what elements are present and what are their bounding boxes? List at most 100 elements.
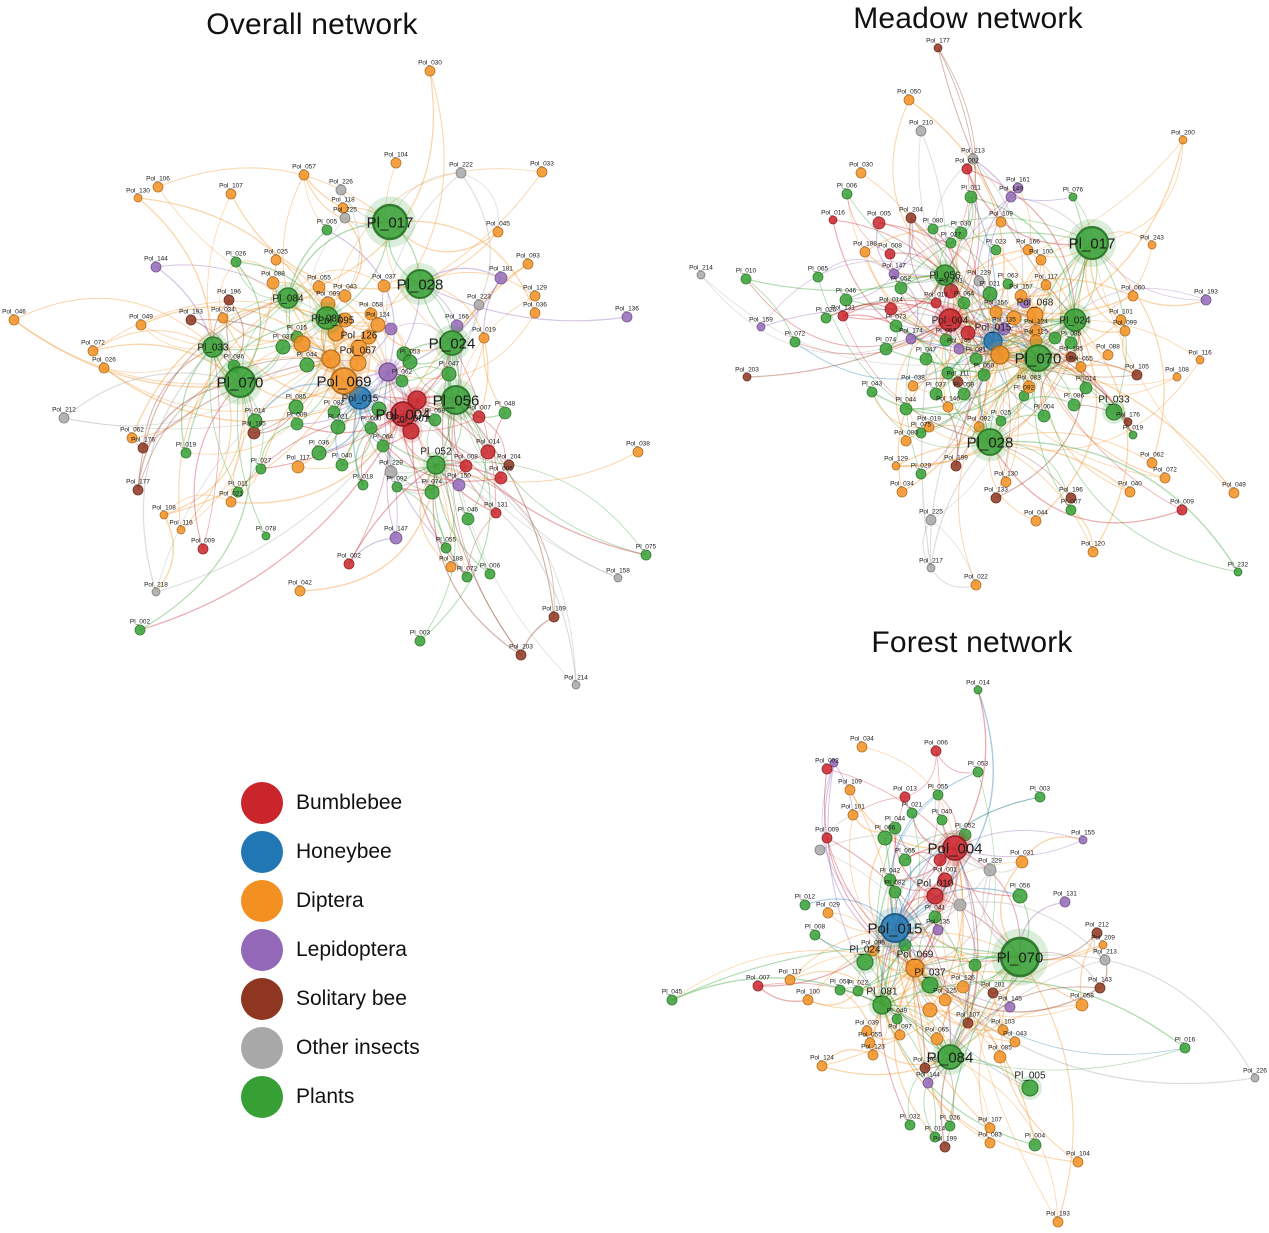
node-label: Pol_131 [831, 305, 855, 312]
network-edge [419, 283, 628, 322]
network-node [492, 226, 504, 238]
node-label: Pol_124 [810, 1055, 834, 1062]
network-node [1128, 430, 1138, 440]
node-label: Pol_120 [1081, 541, 1105, 548]
node-label: Pl_055 [928, 784, 949, 791]
node-label: Pol_243 [1140, 235, 1164, 242]
network-node [915, 427, 927, 439]
network-node [294, 585, 306, 597]
network-node [1115, 314, 1127, 326]
network-node [1200, 294, 1212, 306]
network-edge [789, 954, 916, 981]
node-label: Pl_006 [480, 563, 501, 570]
network-node [784, 974, 796, 986]
node-label: Pol_174 [899, 328, 923, 335]
node-label: Pol_050 [897, 89, 921, 96]
network-node [666, 994, 678, 1006]
network-edge [419, 464, 456, 642]
network-edge [894, 927, 1083, 1018]
network-edge [914, 967, 1001, 1058]
node-label: Pol_155 [1071, 830, 1095, 837]
network-edge [880, 796, 1041, 1006]
node-label: Pol_209 [1091, 935, 1115, 942]
network-node [953, 898, 967, 912]
network-node [820, 312, 832, 324]
network-node [378, 362, 398, 382]
node-label: Pol_104 [1066, 1151, 1090, 1158]
network-edge [287, 269, 385, 299]
node-label: Pol_185 [242, 421, 266, 428]
network-edge [894, 829, 1084, 929]
network-edge [949, 307, 1056, 339]
node-label: Pl_011 [961, 185, 981, 192]
node-label: Pl_074 [876, 337, 897, 344]
network-node [1005, 191, 1017, 203]
node-label: Pol_145 [998, 996, 1022, 1003]
network-node [391, 481, 403, 493]
network-edge [904, 750, 937, 798]
node-label: Pl_006 [837, 183, 858, 190]
network-node [1065, 504, 1077, 516]
network-edge [209, 346, 239, 493]
network-edge [301, 313, 372, 347]
network-edge [889, 879, 961, 906]
network-edge [895, 319, 1076, 467]
network-edge [944, 196, 1012, 276]
network-edge [419, 464, 452, 568]
node-label: Pol_212 [1085, 922, 1109, 929]
network-node [896, 486, 908, 498]
network-node [1067, 398, 1081, 412]
node-label: Pol_111 [947, 371, 970, 378]
node-label: Pol_144 [916, 1072, 940, 1079]
node-label: Pl_076 [1063, 187, 1084, 194]
network-edge [163, 494, 232, 516]
network-node [424, 65, 436, 77]
legend-swatch-lepidoptera [241, 929, 283, 971]
network-edge [904, 833, 966, 861]
network-node [494, 471, 508, 485]
node-label: Pol_147 [882, 263, 906, 270]
node-label: Pl_021 [902, 802, 923, 809]
node-label: Pl_059 [425, 408, 446, 415]
network-node [1048, 331, 1062, 345]
node-label: Pl_092 [1014, 385, 1035, 392]
network-edge [140, 317, 328, 348]
network-edge [745, 278, 796, 343]
node-label: Pol_107 [978, 1117, 1002, 1124]
network-node [972, 766, 984, 778]
network-edge [1091, 139, 1184, 244]
network-edge [932, 228, 1076, 323]
network-edge [212, 297, 289, 348]
network-edge [995, 357, 1039, 483]
node-label: Pl_047 [916, 347, 937, 354]
network-edge [908, 217, 951, 321]
network-edge [949, 249, 1029, 321]
network-node [312, 280, 326, 294]
network-edge [905, 357, 1039, 410]
network-edge [297, 413, 404, 470]
node-label: Pl_032 [900, 1114, 921, 1121]
node-label: Pol_004 [927, 840, 982, 857]
legend-item: Other insects [241, 1027, 420, 1069]
legend-label: Bumblebee [296, 791, 403, 814]
network-edge [137, 381, 241, 491]
network-node [1087, 546, 1099, 558]
network-node [202, 336, 224, 358]
network-edge [451, 342, 647, 556]
node-label: Pol_100 [796, 989, 820, 996]
network-edge [155, 514, 174, 593]
network-edge [103, 367, 345, 412]
network-node [503, 459, 515, 471]
network-edge [958, 319, 1076, 352]
network-node [472, 410, 486, 424]
node-label: Pol_129 [523, 285, 547, 292]
network-edge [180, 346, 214, 454]
network-node [441, 366, 457, 382]
network-edge [760, 260, 946, 328]
node-label: Pol_042 [288, 580, 312, 587]
network-edge [950, 168, 970, 244]
network-node [926, 563, 936, 573]
network-node [964, 190, 978, 204]
network-edge [416, 304, 480, 401]
node-label: Pol_058 [1070, 993, 1094, 1000]
